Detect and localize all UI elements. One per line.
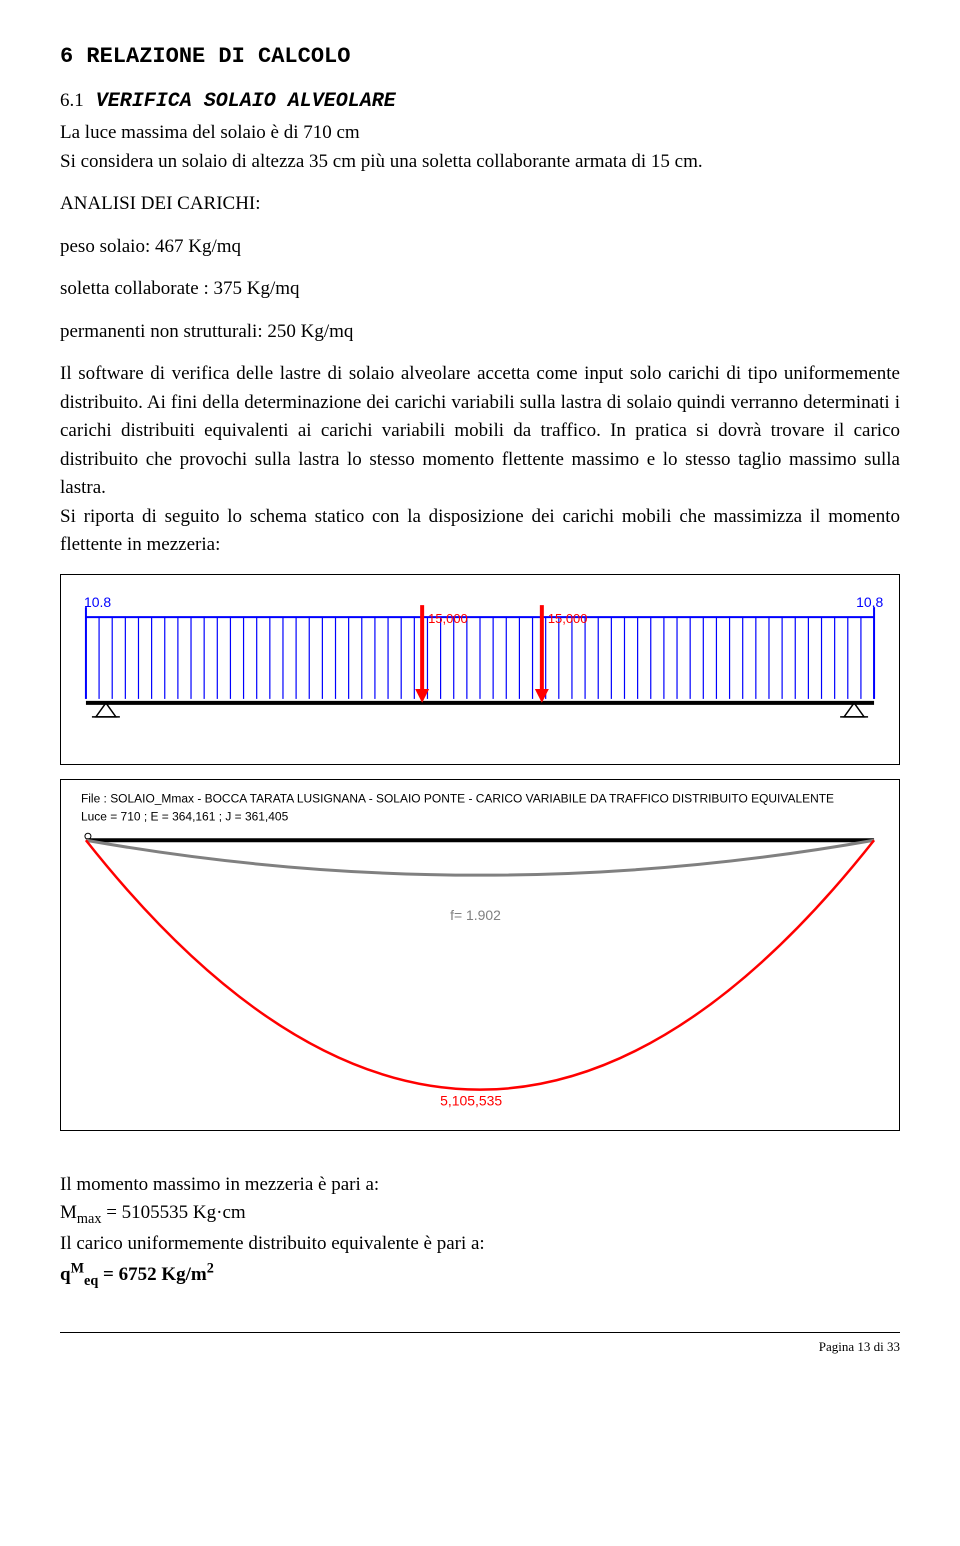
subscript: max [77,1211,102,1227]
symbol: q [60,1264,71,1285]
svg-text:10.8: 10.8 [84,594,111,610]
subsection-heading: 6.1 VERIFICA SOLAIO ALVEOLARE [60,87,900,117]
symbol: M [60,1202,77,1223]
paragraph: ANALISI DEI CARICHI: [60,190,900,219]
paragraph: Si riporta di seguito lo schema statico … [60,503,900,560]
subsection-title: VERIFICA SOLAIO ALVEOLARE [96,87,396,117]
svg-text:15,000: 15,000 [548,611,588,626]
paragraph: La luce massima del solaio è di 710 cm [60,119,900,148]
value: = 5105535 Kg·cm [101,1202,245,1223]
svg-text:File : SOLAIO_Mmax - BOCCA TAR: File : SOLAIO_Mmax - BOCCA TARATA LUSIGN… [81,791,834,805]
svg-text:5,105,535: 5,105,535 [440,1093,502,1109]
paragraph: Il momento massimo in mezzeria è pari a: [60,1171,900,1200]
load-diagram: 10.8 10.8 15,000 15,000 [60,574,900,766]
moment-diagram-svg: File : SOLAIO_Mmax - BOCCA TARATA LUSIGN… [61,780,899,1120]
superscript: M [71,1261,84,1277]
result-line: qMeq = 6752 Kg/m2 [60,1259,900,1293]
paragraph: Il software di verifica delle lastre di … [60,360,900,503]
paragraph: Si considera un solaio di altezza 35 cm … [60,148,900,177]
paragraph: peso solaio: 467 Kg/mq [60,233,900,262]
svg-text:Luce = 710 ; E = 364,161: Luce = 710 ; E = 364,161 ; J = 361,405 [81,809,289,823]
superscript: 2 [207,1261,214,1277]
subsection-number: 6.1 [60,87,84,116]
paragraph: permanenti non strutturali: 250 Kg/mq [60,318,900,347]
value: = 6752 Kg/m [98,1264,206,1285]
moment-diagram: File : SOLAIO_Mmax - BOCCA TARATA LUSIGN… [60,779,900,1131]
result-line: Mmax = 5105535 Kg·cm [60,1199,900,1230]
load-diagram-svg: 10.8 10.8 15,000 15,000 [61,575,899,755]
svg-text:f= 1.902: f= 1.902 [450,907,501,923]
section-heading: 6 RELAZIONE DI CALCOLO [60,40,900,73]
subscript: eq [84,1273,98,1289]
paragraph: Il carico uniformemente distribuito equi… [60,1230,900,1259]
paragraph: soletta collaborate : 375 Kg/mq [60,275,900,304]
svg-text:10.8: 10.8 [856,594,883,610]
svg-text:15,000: 15,000 [428,611,468,626]
page-footer: Pagina 13 di 33 [60,1332,900,1357]
